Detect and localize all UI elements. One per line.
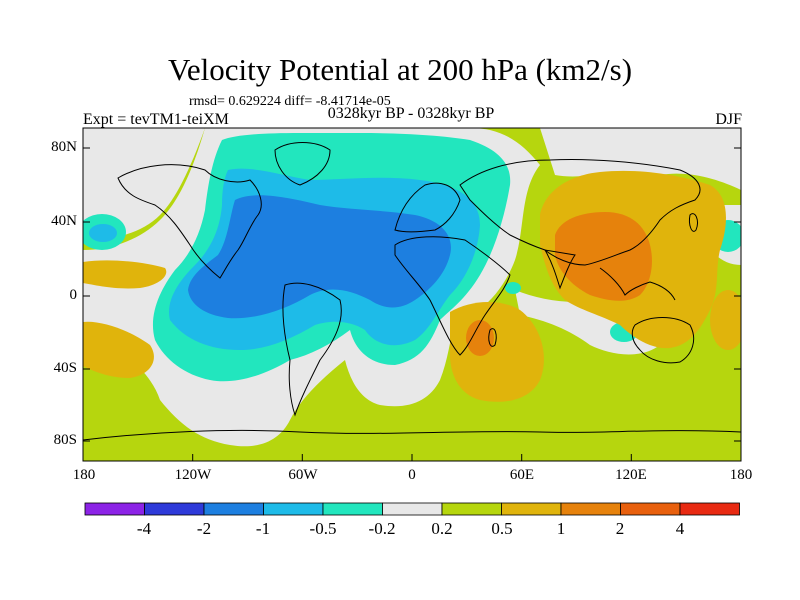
lon-tick-label: 0 [408,467,416,483]
pos-mid-africa [466,320,494,356]
season-label: DJF [715,111,742,128]
neg-weak-arabian-sea [505,282,521,294]
lat-tick-label: 0 [69,287,78,303]
colorbar-label: -1 [255,519,271,538]
colorbar-swatch [203,502,264,516]
neg-mid-north-pacific [89,224,117,242]
lat-tick-label: 80N [51,139,77,155]
coast-africa [394,236,511,356]
axis-ticks [82,147,742,461]
colorbar-label: 2 [615,519,625,538]
pos-weak-east-pacific-north [83,260,167,289]
lon-tick-label: 60W [288,467,318,483]
pos-mid-asia [555,212,652,301]
lon-tick-label: 180 [72,467,96,483]
lon-tick-label: 120W [174,467,212,483]
colorbar-label: 1 [556,519,566,538]
coast-southeast-asia [599,267,676,301]
colorbar-swatch [382,502,443,516]
lat-tick-label: 80S [53,432,77,448]
colorbar-label: 4 [675,519,685,538]
coastlines [83,142,741,441]
coast-madagascar [488,328,497,347]
coast-india [544,249,576,290]
colorbar-swatch [84,502,145,516]
coast-eurasia [459,158,701,266]
colorbar-swatch [441,502,502,516]
lat-tick-label: 40N [51,213,77,229]
colorbar-label: -0.2 [368,519,396,538]
coast-japan [689,213,698,232]
neutral-region-north-pacific [83,128,205,240]
colorbar-label: -4 [136,519,152,538]
neg-strong-atlantic [188,195,451,319]
colorbar-swatch [679,502,740,516]
coast-south-america [282,282,342,417]
colorbar-swatch [620,502,681,516]
lon-tick-label: 120E [615,467,647,483]
plot-title: Velocity Potential at 200 hPa (km2/s) [167,52,633,87]
lat-tick-label: 40S [53,360,77,376]
colorbar-swatch [501,502,562,516]
pos-weak-south-pacific-east [710,290,741,350]
coast-europe [394,182,461,233]
colorbar-swatch [263,502,324,516]
lon-tick-label: 180 [729,467,753,483]
pos-weak-east-pacific-south [83,321,154,378]
coast-north-america [117,164,262,279]
colorbar-label: 0.5 [491,519,513,538]
contour-field [83,128,741,461]
coast-greenland [274,142,331,186]
experiment-label: Expt = tevTM1-teiXM [83,111,229,128]
coast-australia [631,317,695,364]
colorbar-swatch [322,502,383,516]
lon-tick-label: 60E [509,467,535,483]
colorbar-label: 0.2 [431,519,453,538]
colorbar-swatch [144,502,205,516]
colorbar-swatch [560,502,621,516]
colorbar-label: -0.5 [309,519,337,538]
coast-antarctica [83,429,741,441]
rmsd-diff-stats: rmsd= 0.629224 diff= -8.41714e-05 [189,94,391,109]
colorbar-label: -2 [196,519,212,538]
period-label: 0328kyr BP - 0328kyr BP [327,105,495,122]
colorbar [84,502,740,516]
